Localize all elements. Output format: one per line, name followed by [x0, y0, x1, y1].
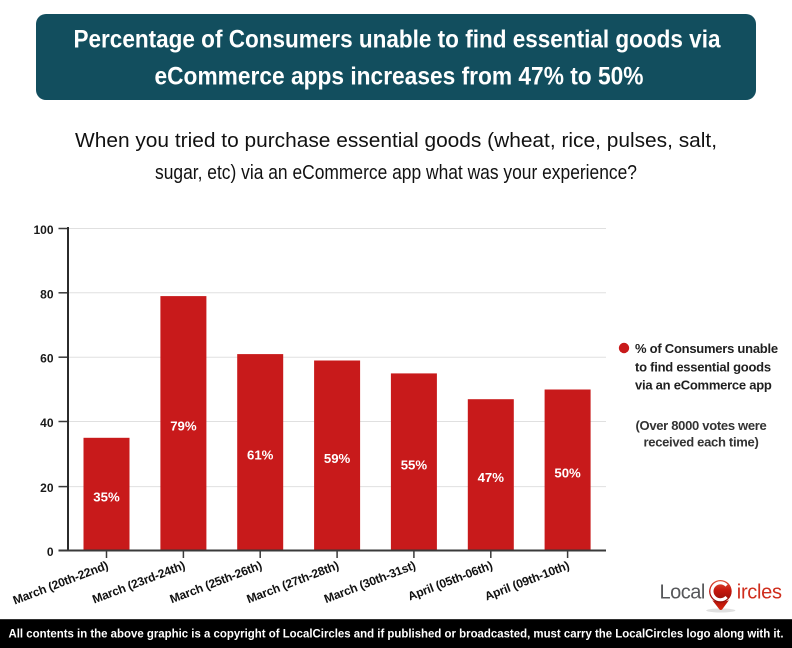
svg-text:40: 40	[40, 416, 54, 430]
svg-text:Local: Local	[660, 582, 705, 604]
svg-text:60: 60	[40, 352, 54, 366]
svg-text:When you tried to purchase ess: When you tried to purchase essential goo…	[75, 130, 717, 152]
svg-text:55%: 55%	[401, 457, 428, 472]
svg-text:Percentage of Consumers unable: Percentage of Consumers unable to find e…	[74, 25, 722, 53]
svg-text:59%: 59%	[324, 451, 351, 466]
svg-text:(Over 8000 votes were: (Over 8000 votes were	[635, 418, 766, 433]
svg-text:50%: 50%	[554, 465, 581, 480]
svg-text:100: 100	[33, 223, 53, 237]
svg-text:eCommerce apps increases from: eCommerce apps increases from 47% to 50%	[155, 62, 644, 90]
svg-text:61%: 61%	[247, 448, 274, 463]
svg-text:20: 20	[40, 481, 54, 495]
svg-text:received each time): received each time)	[644, 435, 759, 450]
svg-text:to find essential goods: to find essential goods	[635, 359, 771, 374]
svg-text:35%: 35%	[93, 490, 120, 505]
svg-text:via an eCommerce app: via an eCommerce app	[635, 378, 772, 393]
svg-text:80: 80	[40, 287, 54, 301]
svg-text:0: 0	[47, 545, 54, 559]
svg-text:All contents in the above grap: All contents in the above graphic is a c…	[9, 627, 784, 641]
svg-text:79%: 79%	[170, 419, 197, 434]
svg-text:ircles: ircles	[737, 582, 782, 604]
svg-text:% of Consumers unable: % of Consumers unable	[635, 341, 778, 356]
svg-text:sugar, etc) via an eCommerce a: sugar, etc) via an eCommerce app what wa…	[155, 162, 637, 184]
svg-text:47%: 47%	[478, 470, 505, 485]
